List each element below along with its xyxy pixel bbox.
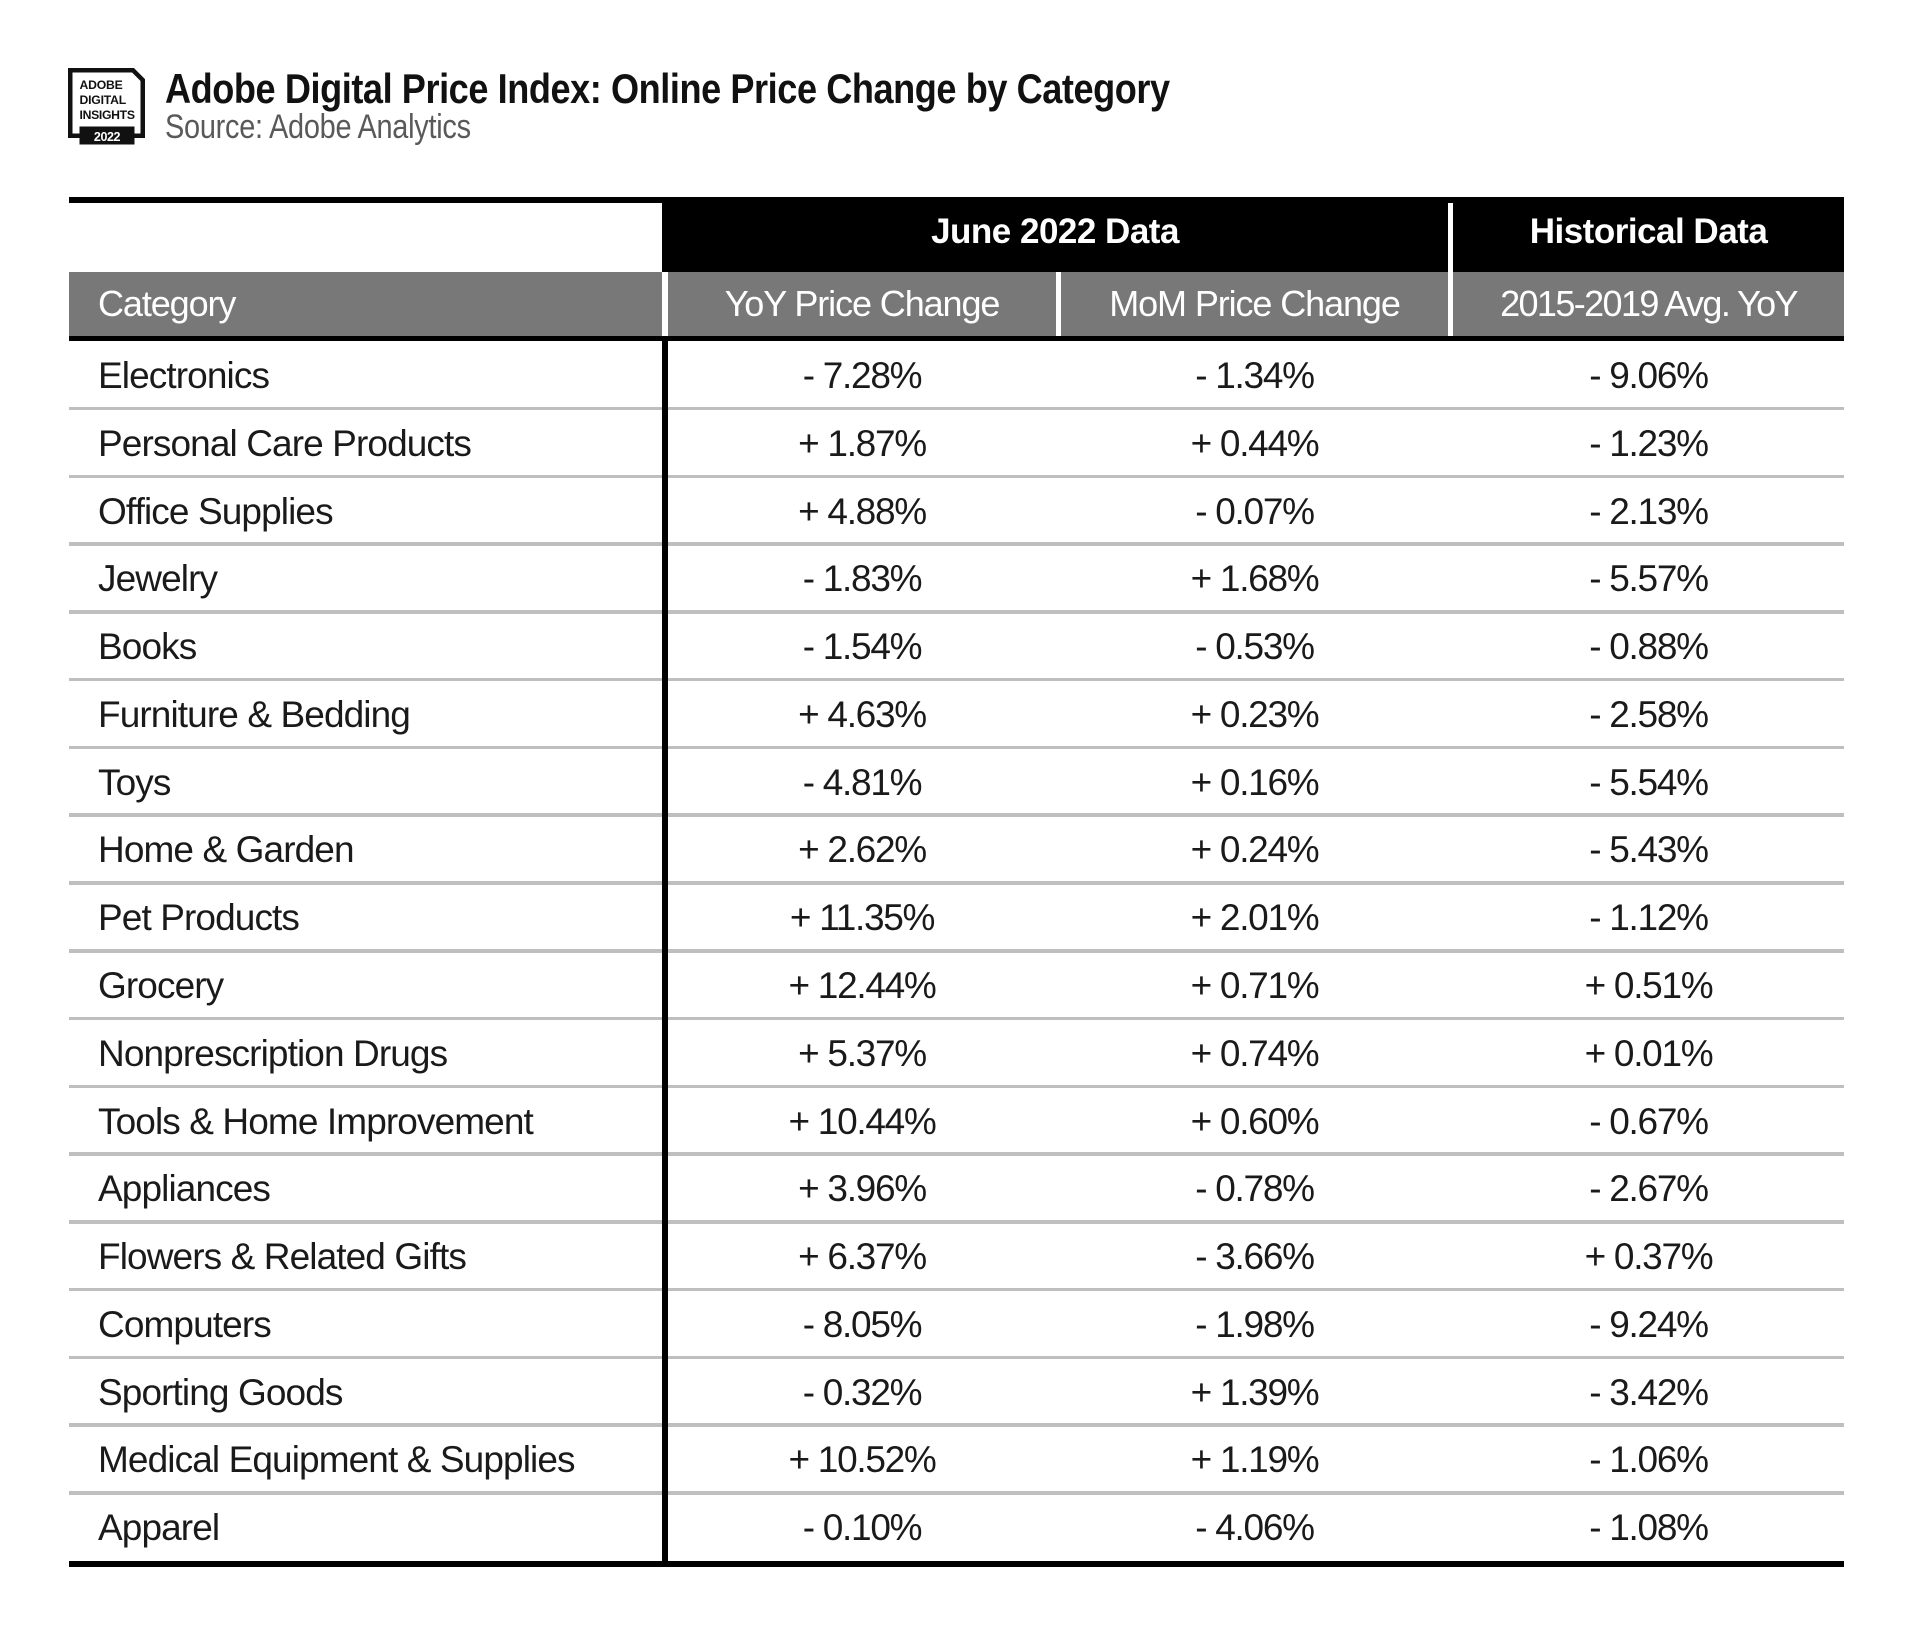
svg-text:ADOBE: ADOBE [80, 78, 123, 92]
svg-text:DIGITAL: DIGITAL [80, 93, 127, 107]
svg-text:INSIGHTS: INSIGHTS [80, 108, 135, 122]
svg-text:2022: 2022 [94, 130, 121, 144]
